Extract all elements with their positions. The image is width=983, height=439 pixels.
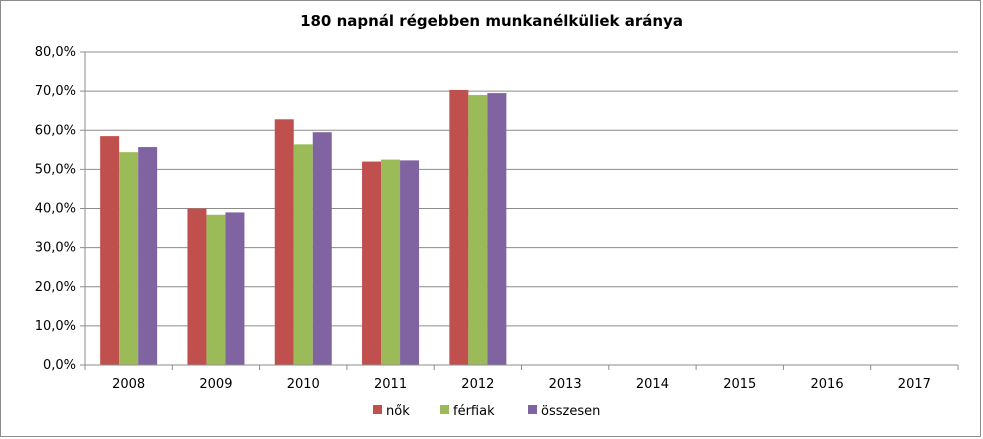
bar-összesen-2012	[487, 93, 507, 366]
x-tick-label: 2014	[636, 377, 669, 392]
bar-nők-2012	[449, 89, 469, 366]
x-tick-label: 2008	[112, 377, 145, 392]
bar-férfiak-2011	[381, 159, 401, 365]
bar-összesen-2011	[400, 160, 420, 365]
legend-swatch-összesen	[528, 405, 537, 414]
axes	[84, 52, 959, 370]
y-tick-label: 80,0%	[35, 45, 76, 60]
bar-összesen-2008	[138, 147, 158, 365]
x-tick-label: 2013	[549, 377, 582, 392]
bar-nők-2010	[274, 119, 294, 365]
x-tick-label: 2009	[199, 377, 232, 392]
chart-title: 180 napnál régebben munkanélküliek arány…	[300, 12, 683, 30]
bar-összesen-2009	[225, 212, 245, 365]
legend-label-összesen: összesen	[541, 404, 600, 419]
x-tick-label: 2010	[287, 377, 320, 392]
y-tick-label: 30,0%	[35, 241, 76, 256]
x-tick-label: 2015	[723, 377, 756, 392]
x-axis-tick-labels: 2008 2009 2010 2011 2012 2013 2014 2015 2016 2017	[112, 377, 931, 392]
bars	[100, 89, 507, 366]
legend-swatch-férfiak	[440, 405, 449, 414]
bar-férfiak-2008	[119, 152, 139, 365]
x-tick-label: 2017	[898, 377, 931, 392]
bar-férfiak-2009	[206, 214, 226, 365]
bar-férfiak-2012	[468, 95, 488, 365]
bar-nők-2009	[187, 208, 207, 365]
x-tick-label: 2011	[374, 377, 407, 392]
x-tick-label: 2016	[811, 377, 844, 392]
y-tick-label: 50,0%	[35, 162, 76, 177]
y-tick-label: 0,0%	[43, 358, 76, 373]
bar-férfiak-2010	[293, 144, 313, 365]
y-tick-label: 40,0%	[35, 202, 76, 217]
bar-nők-2011	[362, 161, 382, 365]
legend-swatch-nők	[373, 405, 382, 414]
legend-label-férfiak: férfiak	[453, 404, 495, 419]
y-tick-label: 20,0%	[35, 280, 76, 295]
y-axis-tick-labels: 0,0% 10,0% 20,0% 30,0% 40,0% 50,0% 60,0% 70,0% 8…	[35, 45, 76, 373]
bar-összesen-2010	[312, 132, 332, 365]
legend-label-nők: nők	[386, 404, 410, 419]
legend: nők férfiak összesen	[373, 404, 600, 419]
y-tick-label: 60,0%	[35, 123, 76, 138]
y-tick-label: 10,0%	[35, 319, 76, 334]
bar-nők-2008	[100, 136, 120, 365]
y-tick-label: 70,0%	[35, 84, 76, 99]
x-tick-label: 2012	[461, 377, 494, 392]
